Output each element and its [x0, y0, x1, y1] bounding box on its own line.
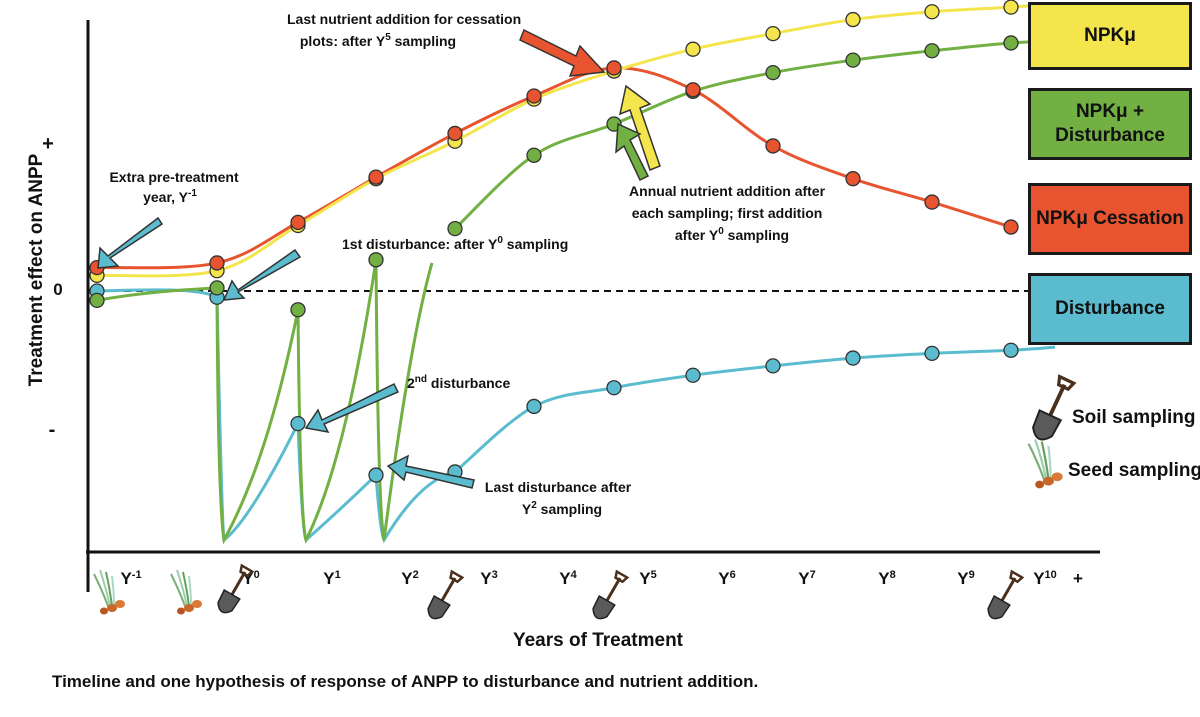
legend-npk-label: NPKμ — [1084, 25, 1136, 46]
point-disturbance — [924, 345, 940, 362]
point-cessation — [685, 82, 701, 98]
annotation-last-disturbance: Last disturbance after Y2 sampling — [485, 479, 635, 517]
point-disturbance — [685, 367, 701, 383]
point-cessation — [765, 138, 781, 154]
y-tick-minus: - — [49, 419, 56, 441]
x-axis-end-plus: + — [1073, 569, 1083, 588]
shovel-icon — [422, 568, 467, 624]
year-tick-label: Y6 — [718, 569, 735, 588]
point-npk — [685, 41, 701, 57]
arrow-first-disturbance — [222, 248, 302, 301]
year-tick-label: Y2 — [401, 569, 418, 588]
point-cessation — [845, 171, 861, 187]
arrow-pre-treatment — [97, 216, 164, 269]
point-npk-disturbance — [924, 43, 940, 59]
figure-caption: Timeline and one hypothesis of response … — [52, 672, 759, 691]
soil-sampling-label: Soil sampling — [1072, 407, 1196, 428]
point-disturbance — [1003, 342, 1019, 358]
legend-disturbance-label: Disturbance — [1055, 298, 1165, 319]
point-npk-disturbance — [1003, 35, 1019, 51]
point-disturbance — [765, 358, 781, 374]
point-npk-disturbance — [368, 252, 384, 268]
point-npk — [924, 4, 940, 20]
year-tick-label: Y3 — [480, 569, 497, 588]
point-disturbance — [290, 415, 306, 432]
point-npk-disturbance — [89, 292, 105, 309]
year-tick-labels: Y-1 Y0 Y1 Y2 Y3 Y4 Y5 Y6 Y7 Y8 Y9 Y10 — [120, 569, 1056, 588]
shovel-icon — [982, 568, 1027, 624]
arrow-annual-yellow — [618, 84, 661, 171]
point-npk-disturbance — [209, 280, 225, 296]
point-disturbance — [368, 467, 384, 483]
point-npk-disturbance — [447, 220, 463, 237]
point-cessation — [1003, 219, 1019, 235]
year-tick-label: Y10 — [1033, 569, 1057, 588]
y-axis-label: Treatment effect on ANPP — [26, 153, 47, 386]
point-npk — [765, 25, 781, 42]
year-tick-label: Y1 — [323, 569, 340, 588]
y-tick-plus: + — [42, 133, 54, 155]
series-lines — [96, 2, 1056, 545]
point-npk-disturbance — [765, 64, 781, 81]
point-npk-disturbance — [290, 302, 306, 318]
point-cessation — [368, 169, 384, 185]
legend-npk-disturbance-label: NPKμ + Disturbance — [1055, 101, 1165, 146]
annotation-arrows — [97, 28, 661, 489]
legend-disturbance: Disturbance — [1028, 273, 1192, 345]
shovel-icon — [587, 568, 632, 624]
arrow-last-disturbance — [386, 454, 475, 489]
year-tick-label: Y4 — [559, 569, 577, 588]
point-disturbance — [526, 398, 542, 415]
point-cessation — [209, 255, 225, 271]
year-tick-label: Y8 — [878, 569, 895, 588]
point-npk-disturbance — [845, 52, 861, 68]
arrow-annual-green — [615, 122, 650, 182]
shovel-icon — [1026, 373, 1080, 446]
point-disturbance — [845, 350, 861, 366]
point-npk-disturbance — [526, 147, 542, 163]
annotation-last-nutrient: Last nutrient addition for cessation plo… — [287, 11, 525, 49]
point-cessation — [526, 88, 542, 104]
year-tick-label: Y-1 — [120, 569, 141, 588]
seedling-icon — [170, 569, 203, 616]
legend-cessation: NPKμ Cessation — [1028, 183, 1192, 255]
series-line-npk-disturbance-recovery — [453, 39, 1056, 230]
series-line-npk-disturbance — [96, 259, 434, 545]
annotation-second-disturbance: 2nd disturbance — [407, 374, 510, 391]
annotation-pre-treatment: Extra pre-treatment year, Y-1 — [109, 169, 242, 205]
point-cessation — [924, 194, 940, 210]
seed-sampling-label: Seed sampling — [1068, 460, 1200, 481]
year-tick-label: Y9 — [957, 569, 974, 588]
annotation-first-disturbance: 1st disturbance: after Y0 sampling — [342, 235, 568, 252]
legend-npk: NPKμ — [1028, 2, 1192, 70]
y-tick-zero: 0 — [53, 280, 62, 299]
point-npk — [845, 11, 861, 28]
arrow-second-disturbance — [304, 382, 400, 434]
seedling-icon — [1027, 438, 1064, 490]
legend-cessation-label: NPKμ Cessation — [1036, 208, 1184, 229]
legend-npk-disturbance: NPKμ + Disturbance — [1028, 88, 1192, 160]
point-disturbance — [606, 380, 622, 396]
point-npk — [1003, 0, 1019, 15]
x-axis-label: Years of Treatment — [513, 630, 684, 651]
year-tick-label: Y5 — [639, 569, 656, 588]
series-line-npk — [96, 2, 1056, 278]
year-tick-label: Y7 — [798, 569, 815, 588]
arrow-last-nutrient — [519, 28, 606, 77]
point-cessation — [606, 60, 622, 76]
point-cessation — [290, 214, 306, 231]
annotation-annual-nutrient: Annual nutrient addition after each samp… — [629, 183, 829, 243]
point-cessation — [447, 125, 463, 142]
